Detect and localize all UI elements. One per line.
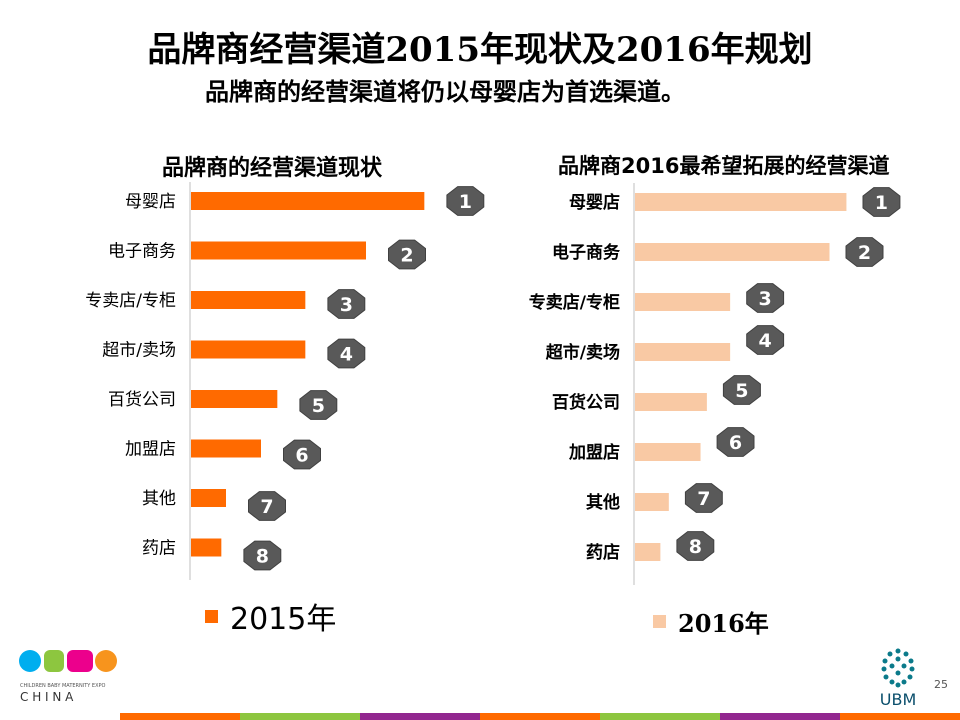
cbme-logo-m bbox=[67, 650, 93, 672]
rank-badge-2016 bbox=[676, 531, 715, 561]
bar-2015 bbox=[191, 241, 366, 260]
rank-badge-2016 bbox=[746, 325, 785, 355]
stripe-segment bbox=[360, 713, 480, 720]
charts-canvas: 母婴店 1 电子商务 2 专卖店/专柜 3 超市/卖场 4 百货公司 5 加盟店 6 其他 7 药店 8 母婴店… bbox=[85, 182, 901, 585]
category-label-2016: 药店 bbox=[586, 542, 620, 563]
bar-2016 bbox=[635, 443, 701, 461]
rank-label-2015: 4 bbox=[340, 344, 353, 366]
bar-2016 bbox=[635, 243, 830, 261]
stripe-segment bbox=[480, 713, 600, 720]
category-label-2016: 母婴店 bbox=[569, 192, 620, 213]
rank-badge-2015 bbox=[327, 289, 366, 319]
legend-swatch-2015 bbox=[205, 609, 218, 623]
stripe-segment bbox=[120, 713, 240, 720]
rank-badge-2016 bbox=[845, 237, 884, 267]
rank-badge-2015 bbox=[248, 491, 286, 521]
category-label-2016: 其他 bbox=[586, 492, 620, 513]
bar-2015 bbox=[191, 489, 226, 507]
bar-2015 bbox=[191, 390, 278, 408]
bar-2015 bbox=[191, 192, 425, 210]
legend-2015: 2015年 bbox=[205, 594, 336, 638]
rank-label-2015: 6 bbox=[295, 445, 308, 467]
rank-label-2016: 3 bbox=[759, 288, 772, 310]
ubm-logo: UBM bbox=[880, 648, 917, 709]
rank-label-2015: 7 bbox=[260, 496, 273, 518]
rank-badge-2015 bbox=[299, 390, 338, 420]
rank-label-2015: 2 bbox=[400, 245, 413, 267]
rank-badge-2016 bbox=[862, 187, 901, 217]
ubm-logo-text: UBM bbox=[880, 690, 917, 709]
page-subtitle: 品牌商的经营渠道将仍以母婴店为首选渠道。 bbox=[205, 78, 685, 106]
cbme-logo-tagline: CHILDREN BABY MATERNITY EXPO bbox=[20, 683, 106, 689]
rank-badge-2015 bbox=[243, 540, 282, 571]
stripe-segment bbox=[840, 713, 960, 720]
category-label-2016: 百货公司 bbox=[552, 392, 620, 413]
category-label-2016: 专卖店/专柜 bbox=[529, 292, 620, 313]
rank-label-2015: 3 bbox=[340, 294, 353, 316]
rank-badge-2016 bbox=[746, 283, 785, 313]
page-number: 25 bbox=[934, 678, 948, 691]
category-label-2015: 药店 bbox=[142, 539, 176, 559]
category-label-2016: 加盟店 bbox=[568, 442, 620, 463]
category-label-2015: 百货公司 bbox=[108, 390, 176, 410]
legend-swatch-2016 bbox=[653, 615, 666, 628]
rank-label-2015: 5 bbox=[312, 395, 325, 417]
rank-label-2016: 8 bbox=[689, 536, 702, 558]
bar-2015 bbox=[191, 340, 306, 359]
category-label-2016: 电子商务 bbox=[552, 242, 621, 263]
rank-label-2016: 4 bbox=[759, 330, 772, 352]
rank-badge-2015 bbox=[327, 338, 366, 369]
rank-label-2015: 8 bbox=[256, 546, 269, 568]
bar-2015 bbox=[191, 291, 306, 309]
rank-label-2016: 1 bbox=[875, 192, 888, 214]
rank-label-2016: 7 bbox=[697, 488, 710, 510]
legend-label-2016: 2016年 bbox=[678, 609, 769, 638]
category-label-2015: 电子商务 bbox=[108, 242, 176, 262]
rank-badge-2015 bbox=[446, 186, 485, 216]
cbme-logo-e bbox=[95, 650, 117, 672]
bar-2015 bbox=[191, 439, 261, 458]
rank-label-2016: 6 bbox=[729, 432, 742, 454]
legend-label-2015: 2015年 bbox=[230, 602, 337, 637]
bar-2016 bbox=[635, 343, 731, 361]
stripe-segment bbox=[600, 713, 720, 720]
cbme-logo-b bbox=[44, 650, 64, 672]
stripe-segment bbox=[720, 713, 840, 720]
category-label-2015: 专卖店/专柜 bbox=[85, 291, 176, 311]
page-title: 品牌商经营渠道2015年现状及2016年规划 bbox=[147, 30, 813, 70]
bar-2016 bbox=[635, 193, 847, 211]
category-label-2015: 加盟店 bbox=[125, 440, 176, 460]
cbme-logo-china: C H I N A bbox=[20, 690, 74, 703]
stripe-segment bbox=[240, 713, 360, 720]
cbme-logo-c bbox=[19, 650, 41, 672]
rank-badge-2016 bbox=[684, 483, 723, 513]
bar-2015 bbox=[191, 538, 222, 557]
rank-label-2016: 2 bbox=[858, 242, 871, 264]
legend-2016: 2016年 bbox=[653, 604, 769, 639]
cbme-logo: CHILDREN BABY MATERNITY EXPO C H I N A bbox=[19, 650, 117, 703]
rank-label-2016: 5 bbox=[735, 380, 748, 402]
bar-2016 bbox=[635, 543, 661, 561]
category-label-2015: 其他 bbox=[142, 489, 176, 509]
bar-2016 bbox=[635, 393, 707, 411]
ubm-dots-icon bbox=[881, 648, 915, 688]
category-label-2015: 母婴店 bbox=[125, 192, 176, 212]
bar-2016 bbox=[635, 493, 669, 511]
chart-title-2016: 品牌商2016最希望拓展的经营渠道 bbox=[558, 154, 890, 178]
category-label-2016: 超市/卖场 bbox=[546, 342, 620, 363]
rank-badge-2016 bbox=[716, 427, 755, 457]
rank-badge-2015 bbox=[388, 239, 426, 270]
rank-label-2015: 1 bbox=[459, 191, 472, 213]
rank-badge-2015 bbox=[283, 439, 321, 470]
bar-2016 bbox=[635, 293, 731, 311]
category-label-2015: 超市/卖场 bbox=[102, 341, 176, 361]
chart-title-2015: 品牌商的经营渠道现状 bbox=[162, 156, 383, 181]
rank-badge-2016 bbox=[722, 375, 761, 405]
footer-stripe bbox=[120, 713, 960, 720]
